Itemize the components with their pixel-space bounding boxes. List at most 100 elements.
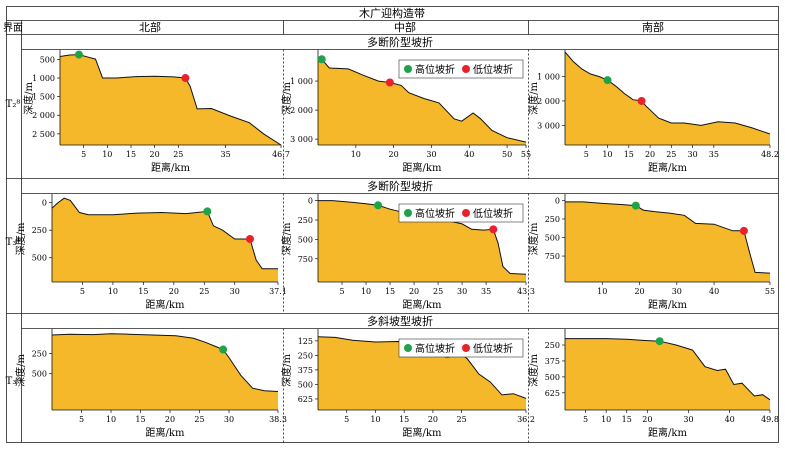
x-tick-label: 40 <box>725 415 735 424</box>
row-label-t3-4: T₃⁴ <box>6 237 21 248</box>
x-tick-label: 10 <box>601 415 611 424</box>
high-slope-break-marker <box>374 201 383 210</box>
x-tick-label: 15 <box>138 287 148 296</box>
column-header-south: 南部 <box>642 20 664 34</box>
y-tick-label: 2 000 <box>537 97 560 106</box>
x-tick-label: 30 <box>672 287 682 296</box>
x-tick-label: 15 <box>126 150 136 159</box>
legend-box <box>398 59 524 79</box>
x-axis-label: 距离/km <box>151 161 190 174</box>
corner-label: 界面 <box>3 22 23 34</box>
y-tick-label: 375 <box>298 366 313 375</box>
legend-high-marker <box>404 65 412 73</box>
high-slope-break-marker <box>655 337 664 346</box>
x-tick-label: 30 <box>426 150 436 159</box>
y-tick-label: 625 <box>298 395 313 404</box>
x-tick-label: 38.3 <box>269 415 287 424</box>
y-axis-label: 深度/m <box>280 354 293 387</box>
chart-r1-south: 5 10 15 20 25 30 35 48.2 1 000 2 000 3 000 距离/km 深度/… <box>527 50 779 174</box>
low-slope-break-marker <box>385 78 394 87</box>
x-axis-label: 距离/km <box>403 161 442 174</box>
x-tick-label: 10 <box>108 287 118 296</box>
profile-line <box>565 338 771 401</box>
x-tick-label: 15 <box>135 415 145 424</box>
x-tick-label: 30 <box>230 287 240 296</box>
y-tick-label: 250 <box>545 215 560 224</box>
legend-low-label: 低位坡折 <box>473 207 513 220</box>
x-tick-label: 43.3 <box>517 287 535 296</box>
row-label-t2-8: T₂⁸ <box>6 99 21 110</box>
y-axis-label: 深度/m <box>527 222 540 255</box>
x-tick-label: 20 <box>150 150 160 159</box>
y-tick-label: 3 000 <box>537 121 560 130</box>
high-slope-break-marker <box>219 345 228 354</box>
x-tick-label: 10 <box>361 287 371 296</box>
legend-low-label: 低位坡折 <box>473 342 513 355</box>
y-axis-label: 深度/m <box>22 82 35 115</box>
profile-line <box>51 333 279 392</box>
profile-area <box>52 333 278 410</box>
y-axis-label: 深度/m <box>527 82 540 115</box>
y-tick-label: 625 <box>545 389 560 398</box>
x-axis-label: 距离/km <box>146 426 185 439</box>
row-label-t3-2: T₃² <box>6 376 21 387</box>
x-tick-label: 15 <box>622 415 632 424</box>
profile-line <box>565 201 771 274</box>
y-tick-label: 250 <box>298 216 313 225</box>
legend-low-marker <box>462 209 470 217</box>
x-tick-label: 40 <box>464 150 474 159</box>
chart-r2-north: 5 10 15 20 25 30 37.1 0 250 500 距离/km 深度/m <box>14 194 287 311</box>
chart-r3-middle: 5 10 15 20 25 36.2 125 250 375 500 625 距离/km 深度/m 高位坡… <box>280 329 535 439</box>
chart-r1-middle: 10 20 30 40 50 55 1 000 2 000 3 000 距离/km 深度/m 高位坡折… <box>280 50 531 174</box>
y-axis-label: 深度/m <box>527 354 540 387</box>
y-tick-label: 1 000 <box>32 74 55 83</box>
y-tick-label: 125 <box>298 337 313 346</box>
x-tick-label: 36.2 <box>517 415 535 424</box>
profile-area <box>318 59 526 145</box>
chart-r3-south: 5 10 15 20 30 40 49.8 250 375 500 625 距离/km 深度/m <box>527 329 779 439</box>
x-tick-label: 35 <box>221 150 231 159</box>
legend-high-label: 高位坡折 <box>415 207 455 220</box>
x-tick-label: 10 <box>602 150 612 159</box>
legend-low-label: 低位坡折 <box>473 63 513 76</box>
low-slope-break-marker <box>637 96 646 105</box>
legend-box <box>398 203 524 223</box>
x-tick-label: 20 <box>165 415 175 424</box>
figure-title: 木广迎构造带 <box>359 6 425 20</box>
legend-high-label: 高位坡折 <box>415 342 455 355</box>
y-tick-label: 3 000 <box>290 135 313 144</box>
x-tick-label: 30 <box>683 415 693 424</box>
x-tick-label: 46.7 <box>272 150 290 159</box>
y-tick-label: 500 <box>32 370 47 379</box>
low-slope-break-marker <box>245 235 254 243</box>
y-tick-label: 250 <box>32 226 47 235</box>
y-tick-label: 500 <box>545 234 560 243</box>
y-axis-label: 深度/m <box>14 222 27 255</box>
y-axis-label: 深度/m <box>280 82 293 115</box>
x-tick-label: 5 <box>80 287 85 296</box>
chart-legend: 高位坡折 低位坡折 <box>398 338 524 358</box>
x-axis-label: 距离/km <box>403 426 442 439</box>
y-tick-label: 375 <box>545 357 560 366</box>
low-slope-break-marker <box>739 226 748 235</box>
y-tick-label: 250 <box>32 350 47 359</box>
x-axis-label: 距离/km <box>146 298 185 311</box>
x-axis-label: 距离/km <box>648 426 687 439</box>
y-tick-label: 0 <box>42 199 47 208</box>
x-tick-label: 5 <box>339 287 344 296</box>
x-tick-label: 37.1 <box>269 287 287 296</box>
high-slope-break-marker <box>74 50 83 59</box>
low-slope-break-marker <box>489 225 498 234</box>
profile-area <box>318 336 526 410</box>
x-tick-label: 15 <box>385 287 395 296</box>
high-slope-break-marker <box>203 207 212 216</box>
x-tick-label: 5 <box>79 415 84 424</box>
x-tick-label: 55 <box>521 150 531 159</box>
x-tick-label: 20 <box>642 415 652 424</box>
y-tick-label: 750 <box>298 255 313 264</box>
x-tick-label: 25 <box>457 415 467 424</box>
chart-legend: 高位坡折 低位坡折 <box>398 203 524 223</box>
column-header-north: 北部 <box>139 20 161 34</box>
y-tick-label: 1 000 <box>537 72 560 81</box>
